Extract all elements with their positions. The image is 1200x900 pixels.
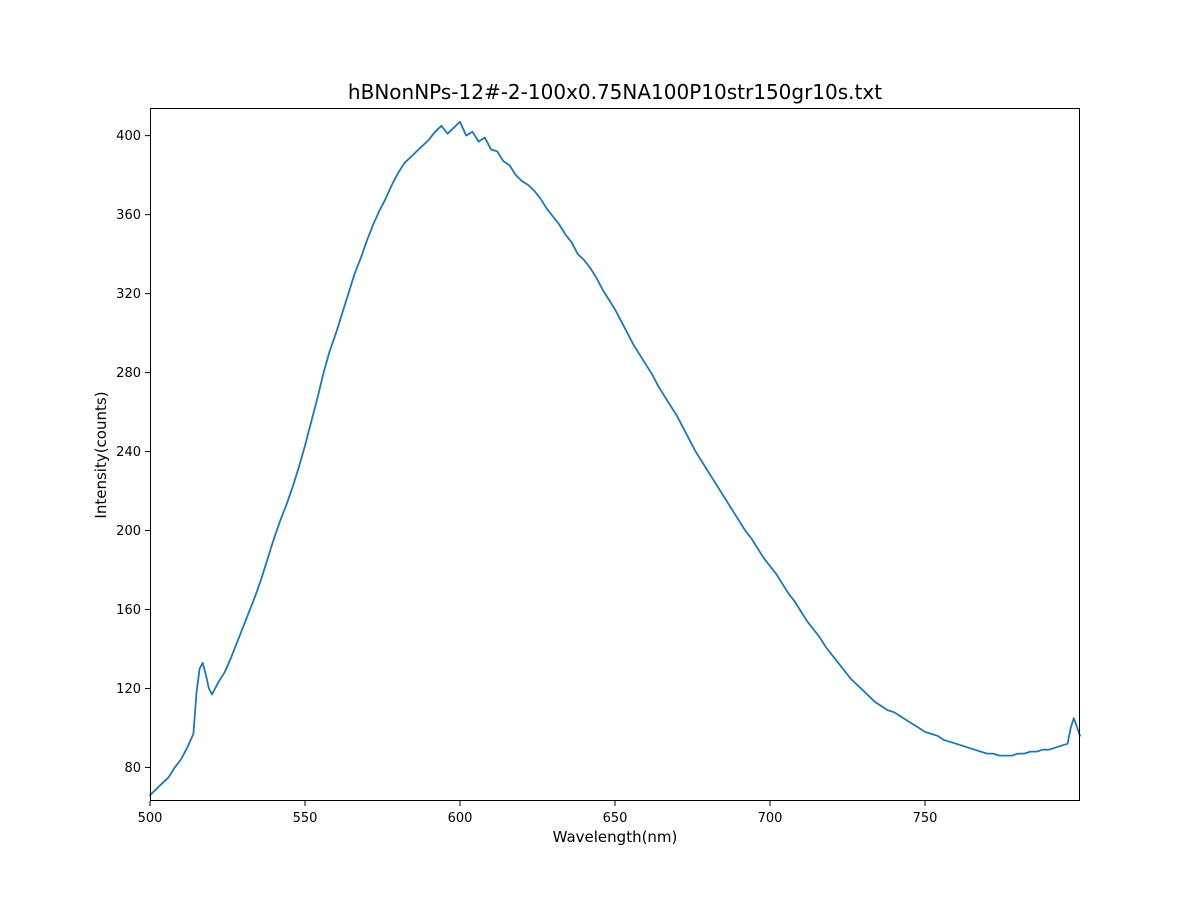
x-axis: 500 550 600 650 700 750 — [138, 801, 938, 826]
y-tick-label: 240 — [116, 445, 141, 460]
y-tick-label: 320 — [116, 287, 141, 302]
chart-title: hBNonNPs-12#-2-100x0.75NA100P10str150gr1… — [348, 80, 882, 104]
y-tick-label: 280 — [116, 366, 141, 381]
series-line — [149, 120, 1081, 796]
plot-frame — [150, 108, 1080, 801]
y-axis-label: Intensity(counts) — [92, 391, 110, 518]
y-axis: 80 120 160 200 240 280 320 360 400 — [116, 129, 150, 776]
x-tick-label: 700 — [758, 811, 783, 826]
x-tick-label: 650 — [603, 811, 628, 826]
x-axis-label: Wavelength(nm) — [553, 828, 678, 846]
x-tick-label: 750 — [913, 811, 938, 826]
y-tick-label: 80 — [124, 761, 141, 776]
y-tick-label: 160 — [116, 603, 141, 618]
series-layer — [149, 120, 1081, 796]
y-tick-label: 120 — [116, 682, 141, 697]
x-tick-label: 500 — [138, 811, 163, 826]
y-tick-label: 400 — [116, 129, 141, 144]
y-tick-label: 360 — [116, 208, 141, 223]
y-tick-label: 200 — [116, 524, 141, 539]
x-tick-label: 550 — [293, 811, 318, 826]
x-tick-label: 600 — [448, 811, 473, 826]
